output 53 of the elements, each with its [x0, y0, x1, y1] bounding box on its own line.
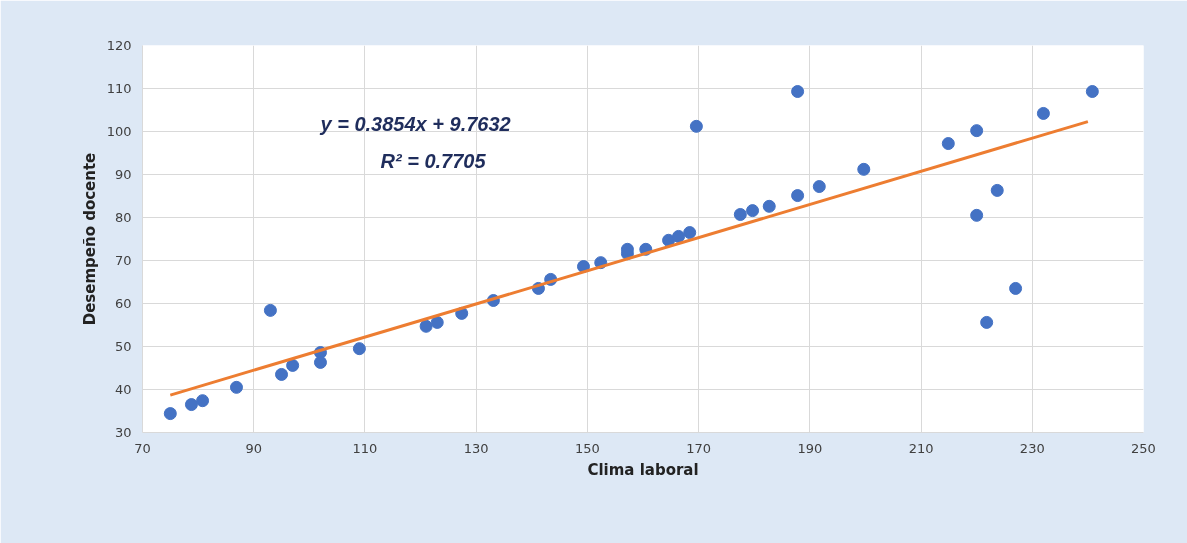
point [762, 199, 776, 213]
point [683, 226, 697, 240]
x-tick-label: 170 [686, 440, 712, 456]
x-tick-label: 130 [463, 440, 489, 456]
point [184, 398, 198, 412]
point [812, 180, 826, 194]
point [857, 162, 871, 176]
y-tick-label: 110 [106, 81, 132, 96]
y-tick-label: 70 [114, 253, 132, 268]
point [791, 85, 805, 98]
y-tick-label: 100 [106, 124, 132, 139]
point [352, 342, 366, 356]
point [419, 319, 433, 333]
point [746, 204, 760, 218]
y-tick-label: 40 [114, 382, 132, 397]
point [791, 189, 805, 203]
point [970, 124, 984, 138]
point [941, 137, 955, 151]
x-tick-label: 230 [1019, 440, 1045, 456]
point [970, 208, 984, 222]
point [196, 394, 210, 408]
point [1036, 106, 1050, 120]
x-tick-label: 210 [908, 440, 934, 456]
point [163, 407, 177, 421]
point [263, 303, 277, 317]
point [313, 355, 327, 369]
y-tick-label: 80 [114, 210, 132, 225]
x-tick-label: 110 [352, 440, 378, 456]
x-axis-title: Clima laboral [587, 460, 699, 479]
x-tick-label: 190 [797, 440, 823, 456]
y-tick-label: 30 [114, 425, 132, 440]
y-tick-label: 120 [106, 38, 132, 53]
point [229, 380, 243, 394]
x-tick-label: 90 [245, 440, 262, 456]
point [286, 358, 300, 372]
x-tick-label: 150 [574, 440, 600, 456]
y-tick-label: 90 [114, 167, 132, 182]
point [430, 315, 444, 329]
y-tick-label: 60 [114, 296, 132, 311]
point [689, 119, 703, 133]
y-tick-label: 50 [114, 339, 132, 354]
x-tick-label: 250 [1131, 440, 1156, 456]
point [1009, 281, 1023, 295]
annotation: R² = 0.7705 [380, 149, 487, 172]
y-axis-title: Desempeño docente [80, 152, 99, 326]
point [672, 229, 686, 243]
point [733, 208, 747, 221]
x-tick-label: 70 [134, 440, 151, 456]
point [275, 367, 289, 381]
point [1085, 85, 1099, 98]
annotation: y = 0.3854x + 9.7632 [319, 112, 511, 135]
point [990, 183, 1004, 197]
point [980, 315, 994, 329]
